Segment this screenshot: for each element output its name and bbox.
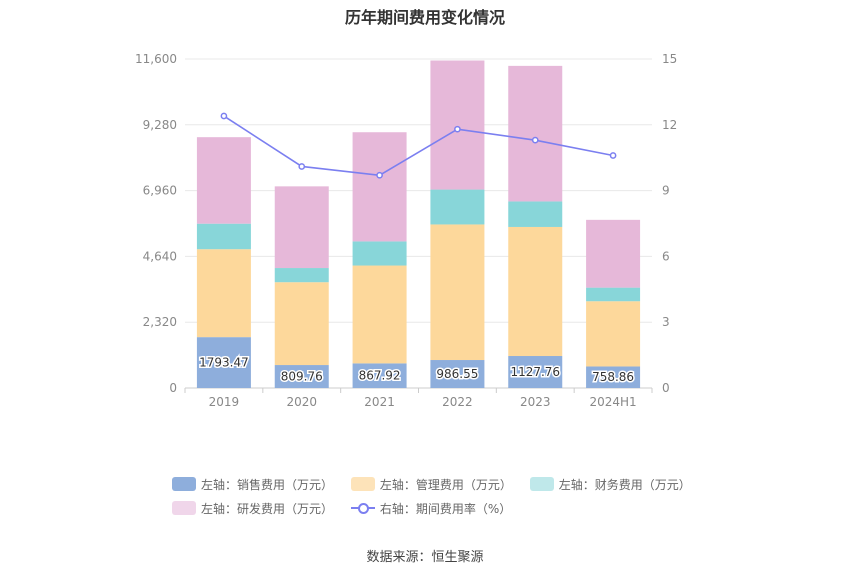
bar-segment-rnd [586, 219, 641, 288]
expense-rate-point [454, 125, 461, 133]
x-axis-tick-label: 2024H1 [589, 395, 636, 409]
data-label-sales: 809.76 [281, 370, 323, 384]
bar-segment-admin [430, 224, 485, 361]
right-axis-tick-label: 15 [662, 52, 677, 66]
legend-swatch-rnd [172, 501, 196, 515]
x-axis-tick-label: 2021 [364, 395, 395, 409]
data-label-sales: 758.86 [592, 370, 634, 384]
legend-label-sales: 左轴：销售费用（万元） [201, 477, 334, 492]
legend-label-admin: 左轴：管理费用（万元） [379, 477, 512, 492]
right-axis-tick-label: 3 [662, 315, 670, 329]
data-label-sales: 986.55 [436, 367, 478, 381]
legend-item-sales[interactable]: 左轴：销售费用（万元） [172, 472, 333, 496]
bar-segment-admin [196, 249, 251, 338]
chart-canvas: 0 2,320 4,640 6,960 9,280 11,600 0 3 6 9 12 15 2019 2… [135, 52, 677, 409]
bar-segment-admin [274, 282, 329, 366]
expense-rate-line [223, 115, 614, 177]
expense-rate-point [376, 171, 383, 179]
bar-segment-finance [274, 268, 329, 283]
bar-segment-sales [430, 360, 485, 388]
bar-segment-finance [586, 287, 641, 302]
bar-segment-admin [586, 301, 641, 367]
data-label-sales: 867.92 [359, 369, 401, 383]
right-axis-tick-label: 0 [662, 381, 670, 395]
x-axis-tick-label: 2020 [286, 395, 317, 409]
bar-segment-admin [352, 265, 407, 364]
bar-segment-rnd [196, 137, 251, 224]
expense-rate-point [531, 136, 539, 144]
legend-item-admin[interactable]: 左轴：管理费用（万元） [350, 472, 512, 496]
bar-segment-rnd [508, 65, 563, 202]
bar-segment-sales [508, 356, 563, 388]
legend-item-expense-rate[interactable]: 右轴：期间费用率（%） [350, 496, 512, 520]
bar-segment-sales [196, 337, 251, 388]
chart-title: 历年期间费用变化情况 [344, 8, 505, 27]
x-axis-tick-label: 2023 [520, 395, 551, 409]
legend-label-finance: 左轴：财务费用（万元） [558, 477, 691, 492]
legend-label-rnd: 左轴：研发费用（万元） [201, 501, 334, 516]
expense-rate-point [220, 112, 228, 120]
left-axis-tick-label: 11,600 [135, 52, 177, 66]
left-axis-tick-label: 9,280 [143, 118, 177, 132]
bar-segment-rnd [274, 186, 329, 269]
left-axis-tick-label: 2,320 [143, 315, 177, 329]
x-axis-tick-label: 2022 [442, 395, 473, 409]
bar-segment-sales [352, 363, 407, 388]
legend-label-expense-rate: 右轴：期间费用率（%） [379, 501, 512, 516]
bar-segment-finance [508, 201, 563, 227]
right-axis-tick-label: 9 [662, 184, 670, 198]
legend: 左轴：销售费用（万元） 左轴：管理费用（万元） 左轴：财务费用（万元） 左轴：研… [172, 472, 732, 520]
bar-segment-finance [430, 189, 485, 225]
bar-segment-finance [196, 223, 251, 250]
legend-swatch-admin [350, 477, 375, 491]
bar-segment-sales [274, 365, 329, 388]
bar-segment-admin [508, 226, 563, 357]
bar-segment-rnd [430, 60, 485, 190]
legend-swatch-sales [172, 477, 196, 491]
data-label-sales: 1793.47 [199, 356, 249, 370]
x-axis-tick-label: 2019 [209, 395, 240, 409]
left-axis-tick-label: 4,640 [143, 249, 177, 263]
bar-segment-rnd [352, 132, 407, 242]
legend-swatch-expense-rate [350, 501, 375, 515]
right-axis-tick-label: 6 [662, 249, 670, 263]
data-label-sales: 1127.76 [510, 365, 560, 379]
bar-segment-sales [586, 366, 641, 388]
data-source: 数据来源：恒生聚源 [366, 550, 484, 565]
left-axis-tick-label: 0 [169, 381, 177, 395]
left-axis-tick-label: 6,960 [143, 184, 177, 198]
expense-rate-point [298, 163, 306, 170]
legend-swatch-finance [529, 477, 554, 491]
expense-rate-point [609, 152, 617, 159]
legend-item-finance[interactable]: 左轴：财务费用（万元） [529, 472, 691, 496]
bar-segment-finance [352, 241, 407, 266]
right-axis-tick-label: 12 [662, 118, 677, 132]
legend-item-rnd[interactable]: 左轴：研发费用（万元） [172, 496, 333, 520]
